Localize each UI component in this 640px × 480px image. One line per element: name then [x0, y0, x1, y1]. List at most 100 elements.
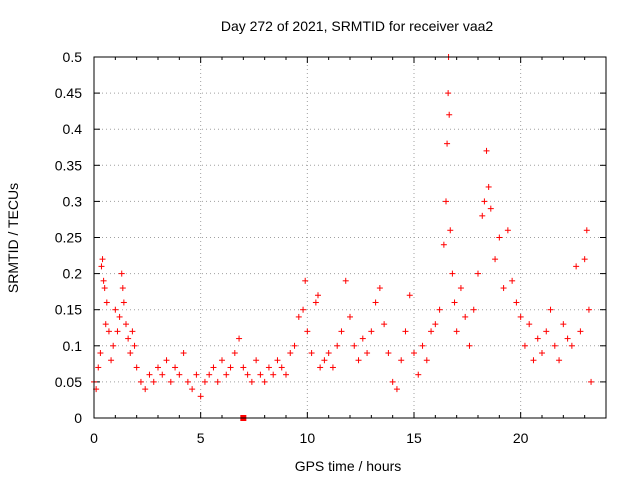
- data-point: [428, 328, 435, 335]
- data-point: [500, 285, 507, 292]
- data-point: [253, 357, 260, 364]
- data-point: [485, 183, 492, 190]
- data-point: [470, 306, 477, 313]
- data-point: [155, 364, 161, 371]
- data-point: [423, 357, 430, 364]
- data-point: [521, 342, 528, 349]
- data-point: [146, 371, 153, 378]
- data-point: [577, 328, 584, 335]
- data-point: [116, 313, 123, 320]
- data-point: [201, 378, 208, 385]
- data-points: [91, 54, 595, 421]
- data-point: [248, 378, 255, 385]
- x-tick-label: 10: [300, 430, 316, 446]
- data-point: [539, 350, 545, 357]
- data-point: [129, 328, 136, 335]
- data-point: [223, 371, 230, 378]
- data-point: [457, 285, 464, 292]
- data-point: [300, 306, 307, 313]
- data-point: [219, 357, 225, 364]
- x-tick-label: 5: [197, 430, 205, 446]
- data-point: [530, 357, 537, 364]
- data-point: [393, 386, 400, 393]
- data-point: [119, 285, 126, 292]
- data-point: [103, 299, 110, 306]
- y-tick-label: 0.25: [55, 230, 82, 246]
- data-point: [312, 299, 319, 306]
- data-point: [142, 386, 149, 393]
- data-point: [483, 147, 490, 154]
- data-point: [315, 292, 321, 299]
- data-point: [114, 328, 121, 335]
- data-point: [184, 378, 191, 385]
- data-point: [338, 328, 345, 335]
- data-point: [167, 378, 174, 385]
- y-tick-label: 0.45: [55, 85, 82, 101]
- data-point: [447, 227, 454, 234]
- data-point: [406, 292, 413, 299]
- y-tick-label: 0.05: [55, 374, 82, 390]
- data-point: [283, 371, 289, 378]
- data-point: [564, 335, 571, 342]
- data-point: [210, 364, 217, 371]
- data-point: [504, 227, 511, 234]
- data-point: [585, 306, 592, 313]
- data-point: [159, 371, 166, 378]
- chart-title: Day 272 of 2021, SRMTID for receiver vaa…: [221, 18, 494, 34]
- data-point: [359, 335, 366, 342]
- data-point: [556, 357, 563, 364]
- data-point: [236, 335, 243, 342]
- data-point: [321, 357, 328, 364]
- data-point: [302, 277, 309, 284]
- data-point: [453, 328, 460, 335]
- data-point: [308, 350, 315, 357]
- data-point: [462, 313, 469, 320]
- data-point: [274, 357, 281, 364]
- data-point: [351, 342, 358, 349]
- data-point: [573, 263, 580, 270]
- data-point: [347, 313, 353, 320]
- data-point: [118, 270, 125, 277]
- data-point: [110, 342, 117, 349]
- data-point: [317, 364, 324, 371]
- y-tick-label: 0.5: [63, 49, 83, 65]
- data-point: [372, 299, 379, 306]
- data-point: [446, 111, 453, 118]
- data-point: [180, 350, 187, 357]
- data-point: [197, 393, 204, 400]
- data-point: [443, 198, 449, 205]
- x-axis-title: GPS time / hours: [295, 458, 402, 474]
- data-point: [127, 350, 134, 357]
- data-point: [291, 342, 298, 349]
- data-point: [449, 270, 456, 277]
- data-point: [479, 212, 486, 219]
- data-point: [270, 371, 277, 378]
- data-point: [95, 364, 102, 371]
- data-point: [101, 285, 108, 292]
- data-point: [513, 299, 520, 306]
- data-point: [432, 321, 439, 328]
- data-point: [163, 357, 170, 364]
- data-point: [492, 256, 499, 263]
- data-point: [176, 371, 183, 378]
- data-point: [368, 328, 375, 335]
- data-point: [325, 350, 332, 357]
- y-tick-label: 0.1: [63, 338, 83, 354]
- axis-ticks: 0 0.05 0.1 0.15 0.2 0.25 0.3 0.35 0.4 0.45 0.5 0 5 10…: [55, 49, 606, 446]
- plot-frame: [93, 56, 607, 419]
- data-point: [381, 321, 388, 328]
- data-point: [227, 364, 234, 371]
- data-point: [287, 350, 294, 357]
- data-point: [334, 342, 341, 349]
- data-point: [112, 306, 119, 313]
- y-tick-label: 0.3: [63, 193, 83, 209]
- data-point: [193, 371, 200, 378]
- data-point: [105, 328, 112, 335]
- x-tick-label: 15: [406, 430, 422, 446]
- y-tick-label: 0: [74, 410, 82, 426]
- data-point: [329, 364, 336, 371]
- data-point: [534, 335, 541, 342]
- data-point: [551, 342, 558, 349]
- data-point: [415, 371, 422, 378]
